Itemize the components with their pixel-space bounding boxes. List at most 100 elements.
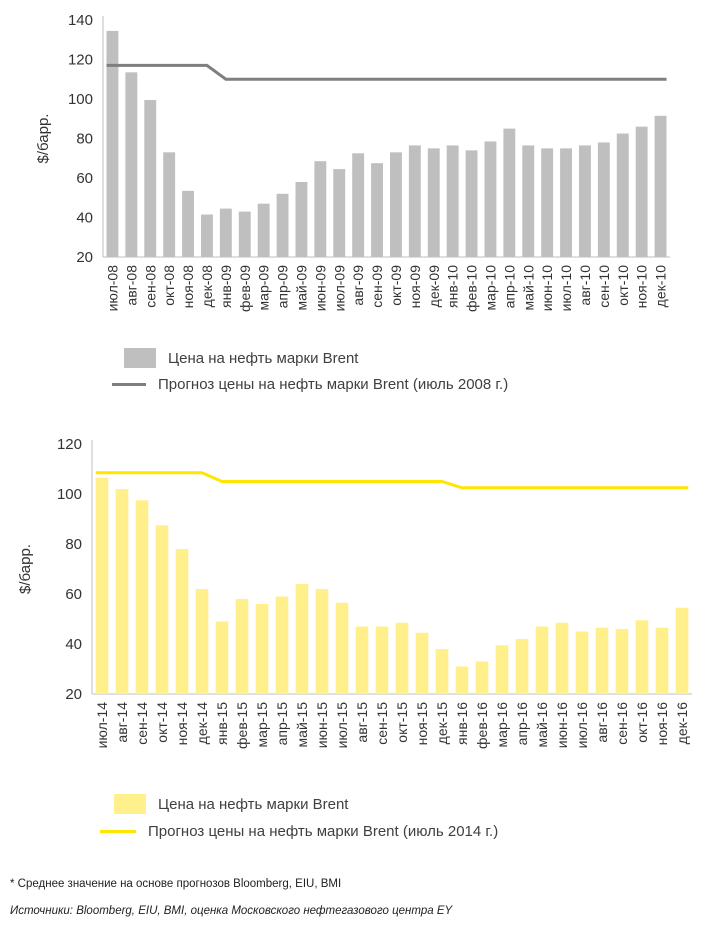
bar-фев-09 bbox=[238, 211, 251, 257]
x-tick-label: янв-10 bbox=[445, 265, 461, 308]
bar-июл-09 bbox=[333, 169, 346, 257]
x-tick-label: сен-14 bbox=[134, 702, 150, 745]
legend-label-bar-2: Цена на нефть марки Brent bbox=[158, 795, 349, 813]
bar-май-10 bbox=[522, 145, 535, 257]
x-tick-label: июн-10 bbox=[539, 265, 555, 312]
bar-ноя-15 bbox=[415, 632, 429, 694]
bar-сен-08 bbox=[144, 99, 157, 257]
x-tick-label: фев-09 bbox=[237, 265, 253, 312]
x-tick-label: сен-09 bbox=[369, 265, 385, 308]
bar-авг-09 bbox=[352, 153, 365, 257]
legend-swatch-line-1 bbox=[112, 383, 146, 386]
x-tick-label: июл-14 bbox=[94, 702, 110, 749]
legend-item-bar-2: Цена на нефть марки Brent bbox=[114, 794, 348, 814]
x-tick-label: авг-16 bbox=[594, 702, 610, 743]
x-tick-label: авг-14 bbox=[114, 702, 130, 743]
bar-окт-08 bbox=[163, 152, 176, 257]
bar-авг-16 bbox=[595, 627, 609, 694]
bar-авг-14 bbox=[115, 489, 129, 694]
x-tick-label: авг-08 bbox=[123, 265, 139, 306]
x-tick-label: мар-09 bbox=[256, 265, 272, 311]
x-tick-label: авг-15 bbox=[354, 702, 370, 743]
x-tick-label: июн-09 bbox=[312, 265, 328, 312]
x-tick-label: фев-15 bbox=[234, 702, 250, 749]
x-tick-label: янв-09 bbox=[218, 265, 234, 308]
y-tick-label: 60 bbox=[76, 170, 93, 187]
x-tick-label: авг-10 bbox=[577, 265, 593, 306]
bar-сен-15 bbox=[375, 626, 389, 694]
bar-фев-15 bbox=[235, 599, 249, 694]
bar-дек-10 bbox=[654, 115, 667, 257]
x-tick-label: окт-10 bbox=[615, 265, 631, 306]
legend-swatch-bar-1 bbox=[124, 348, 156, 368]
bar-июл-10 bbox=[560, 148, 573, 257]
x-tick-label: июл-16 bbox=[574, 702, 590, 749]
x-tick-label: окт-16 bbox=[634, 702, 650, 743]
y-axis-title: $/барр. bbox=[35, 114, 52, 164]
legend-swatch-bar-2 bbox=[114, 794, 146, 814]
bar-авг-10 bbox=[578, 145, 591, 257]
x-tick-label: сен-15 bbox=[374, 702, 390, 745]
y-tick-label: 20 bbox=[76, 249, 93, 266]
x-tick-label: май-16 bbox=[534, 702, 550, 748]
bar-окт-14 bbox=[155, 525, 169, 694]
bar-дек-09 bbox=[427, 148, 440, 257]
x-tick-label: сен-08 bbox=[142, 265, 158, 308]
y-tick-label: 120 bbox=[68, 52, 93, 69]
y-tick-label: 80 bbox=[65, 536, 82, 553]
x-tick-label: ноя-16 bbox=[654, 702, 670, 746]
x-tick-label: фев-10 bbox=[464, 265, 480, 312]
bar-июл-15 bbox=[335, 602, 349, 694]
bar-июн-09 bbox=[314, 161, 327, 257]
x-tick-label: ноя-10 bbox=[634, 265, 650, 309]
x-tick-label: окт-15 bbox=[394, 702, 410, 743]
bar-дек-16 bbox=[675, 607, 689, 694]
x-tick-label: дек-16 bbox=[674, 702, 690, 745]
x-tick-label: июл-15 bbox=[334, 702, 350, 749]
x-tick-label: окт-14 bbox=[154, 702, 170, 743]
bar-июн-15 bbox=[315, 589, 329, 694]
x-tick-label: апр-16 bbox=[514, 702, 530, 746]
legend-label-line-2: Прогноз цены на нефть марки Brent (июль … bbox=[148, 823, 499, 840]
bar-дек-14 bbox=[195, 589, 209, 694]
bar-май-09 bbox=[295, 181, 308, 257]
x-tick-label: дек-08 bbox=[199, 265, 215, 308]
x-tick-label: июл-10 bbox=[558, 265, 574, 312]
y-tick-label: 100 bbox=[57, 486, 82, 503]
bar-окт-09 bbox=[389, 152, 402, 257]
bar-мар-15 bbox=[255, 604, 269, 694]
bar-сен-10 bbox=[597, 142, 610, 257]
bar-апр-15 bbox=[275, 596, 289, 694]
x-tick-label: дек-10 bbox=[653, 265, 669, 308]
bar-ноя-14 bbox=[175, 549, 189, 694]
y-axis-title: $/барр. bbox=[17, 544, 34, 594]
bar-сен-16 bbox=[615, 629, 629, 694]
bar-июл-14 bbox=[95, 477, 109, 694]
x-tick-label: май-10 bbox=[520, 265, 536, 311]
x-tick-label: окт-09 bbox=[388, 265, 404, 306]
bar-мар-09 bbox=[257, 203, 270, 257]
bar-окт-10 bbox=[616, 133, 629, 257]
bar-дек-08 bbox=[200, 214, 213, 257]
x-tick-label: ноя-09 bbox=[407, 265, 423, 309]
x-tick-label: окт-08 bbox=[161, 265, 177, 306]
bar-сен-09 bbox=[371, 163, 384, 257]
bar-ноя-09 bbox=[408, 145, 421, 257]
x-tick-label: июн-15 bbox=[314, 702, 330, 749]
y-tick-label: 100 bbox=[68, 91, 93, 108]
x-tick-label: сен-10 bbox=[596, 265, 612, 308]
bar-мар-10 bbox=[484, 141, 497, 257]
x-tick-label: авг-09 bbox=[350, 265, 366, 306]
x-tick-label: янв-15 bbox=[214, 702, 230, 745]
x-tick-label: апр-10 bbox=[501, 265, 517, 309]
bar-ноя-16 bbox=[655, 627, 669, 694]
bar-фев-16 bbox=[475, 661, 489, 694]
bar-фев-10 bbox=[465, 150, 478, 257]
bar-окт-16 bbox=[635, 620, 649, 694]
forecast-line bbox=[95, 471, 689, 490]
y-tick-label: 20 bbox=[65, 686, 82, 703]
bar-апр-16 bbox=[515, 639, 529, 694]
x-tick-label: сен-16 bbox=[614, 702, 630, 745]
